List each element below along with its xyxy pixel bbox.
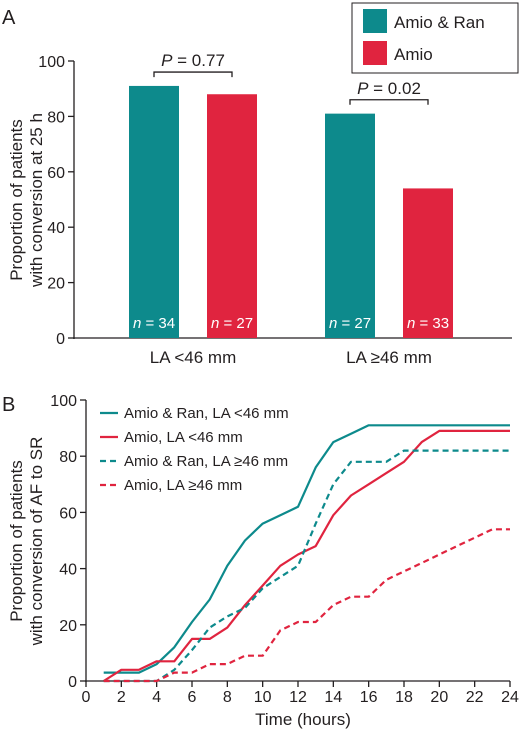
panel-a-p-value: P = 0.77 [161, 51, 225, 70]
panel-a-legend-label-amio-ran: Amio & Ran [394, 13, 485, 32]
panel-a-p-value: P = 0.02 [357, 79, 421, 98]
panel-a-legend-swatch-amio-ran [363, 9, 387, 33]
panel-b-x-tick-label: 14 [324, 689, 342, 706]
panel-a-annotations: P = 0.77 P = 0.02 [153, 51, 429, 105]
panel-a-ylabel-line-1: Proportion of patients [7, 119, 26, 281]
panel-b-x-tick-label: 6 [188, 689, 197, 706]
panel-b-series-line [103, 429, 510, 682]
panel-b-lines [103, 424, 510, 683]
panel-b-x-tick-label: 10 [254, 689, 272, 706]
panel-a-n-label: n = 27 [211, 315, 253, 332]
panel-b-series-line [103, 449, 510, 683]
panel-a-bar [207, 94, 257, 339]
panel-b-x-tick-label: 22 [466, 689, 484, 706]
panel-a-y-tick-label: 60 [47, 165, 65, 182]
panel-b-y-tick-label: 20 [59, 618, 77, 635]
panel-b-y-tick-label: 60 [59, 505, 77, 522]
panel-a-n-label: n = 33 [407, 315, 449, 332]
panel-b-y-tick-label: 80 [59, 449, 77, 466]
panel-b-x-tick-label: 0 [82, 689, 91, 706]
panel-a-bar [129, 85, 179, 339]
panel-a-y-tick-label: 20 [47, 276, 65, 293]
panel-a-x-category-label: LA <46 mm [150, 348, 236, 367]
panel-a-letter: A [2, 7, 16, 29]
panel-b-x-tick-label: 12 [289, 689, 307, 706]
panel-a-x-category-label: LA ≥46 mm [346, 348, 432, 367]
panel-b-x-tick-label: 16 [360, 689, 378, 706]
panel-b-legend: Amio & Ran, LA <46 mm Amio, LA <46 mm Am… [100, 405, 289, 494]
panel-b-xlabel: Time (hours) [255, 710, 351, 729]
panel-b-x-tick-label: 2 [117, 689, 126, 706]
panel-b-x-tick-label: 18 [395, 689, 413, 706]
panel-b-x-tick-label: 20 [430, 689, 448, 706]
panel-a-n-label: n = 34 [133, 315, 175, 332]
panel-a-n-label: n = 27 [329, 315, 371, 332]
panel-a-axes: 0 20 40 60 80 100 LA <46 mm LA ≥46 mm [38, 54, 512, 367]
panel-a-legend-swatch-amio [363, 41, 387, 65]
panel-a-y-tick-label: 40 [47, 220, 65, 237]
panel-b-legend-label-3: Amio & Ran, LA ≥46 mm [124, 453, 288, 470]
panel-b-x-tick-label: 8 [223, 689, 232, 706]
panel-b: B Proportion of patients with conversion… [2, 393, 519, 729]
panel-b-ylabel-line-2: with conversion of AF to SR [27, 437, 46, 647]
panel-a-significance-bracket [153, 71, 233, 78]
panel-a-bar [325, 113, 375, 338]
panel-b-letter: B [2, 394, 15, 416]
panel-a: A Proportion of patients with conversion… [2, 2, 519, 367]
panel-b-x-tick-label: 24 [501, 689, 519, 706]
panel-a-ylabel-line-2: with conversion at 25 h [27, 113, 46, 288]
panel-a-y-tick-label: 0 [56, 331, 65, 348]
panel-b-legend-label-1: Amio & Ran, LA <46 mm [124, 405, 289, 422]
panel-b-legend-label-4: Amio, LA ≥46 mm [124, 477, 242, 494]
panel-a-legend-label-amio: Amio [394, 45, 433, 64]
panel-b-y-tick-label: 40 [59, 562, 77, 579]
panel-b-ylabel-line-1: Proportion of patients [7, 460, 26, 622]
panel-b-x-tick-label: 4 [152, 689, 161, 706]
panel-a-significance-bracket [349, 99, 429, 105]
panel-a-y-tick-label: 80 [47, 109, 65, 126]
panel-a-bar [403, 188, 453, 338]
panel-a-y-tick-label: 100 [38, 54, 65, 71]
panel-b-legend-label-2: Amio, LA <46 mm [124, 429, 243, 446]
panel-b-y-tick-label: 100 [50, 393, 77, 410]
panel-a-bars: n = 34 n = 27 n = 27 n = 33 [129, 85, 453, 339]
panel-b-series-line [103, 424, 510, 674]
panel-b-series-line [103, 528, 510, 683]
panel-a-legend: Amio & Ran Amio [351, 2, 519, 74]
panel-b-y-tick-label: 0 [68, 674, 77, 691]
